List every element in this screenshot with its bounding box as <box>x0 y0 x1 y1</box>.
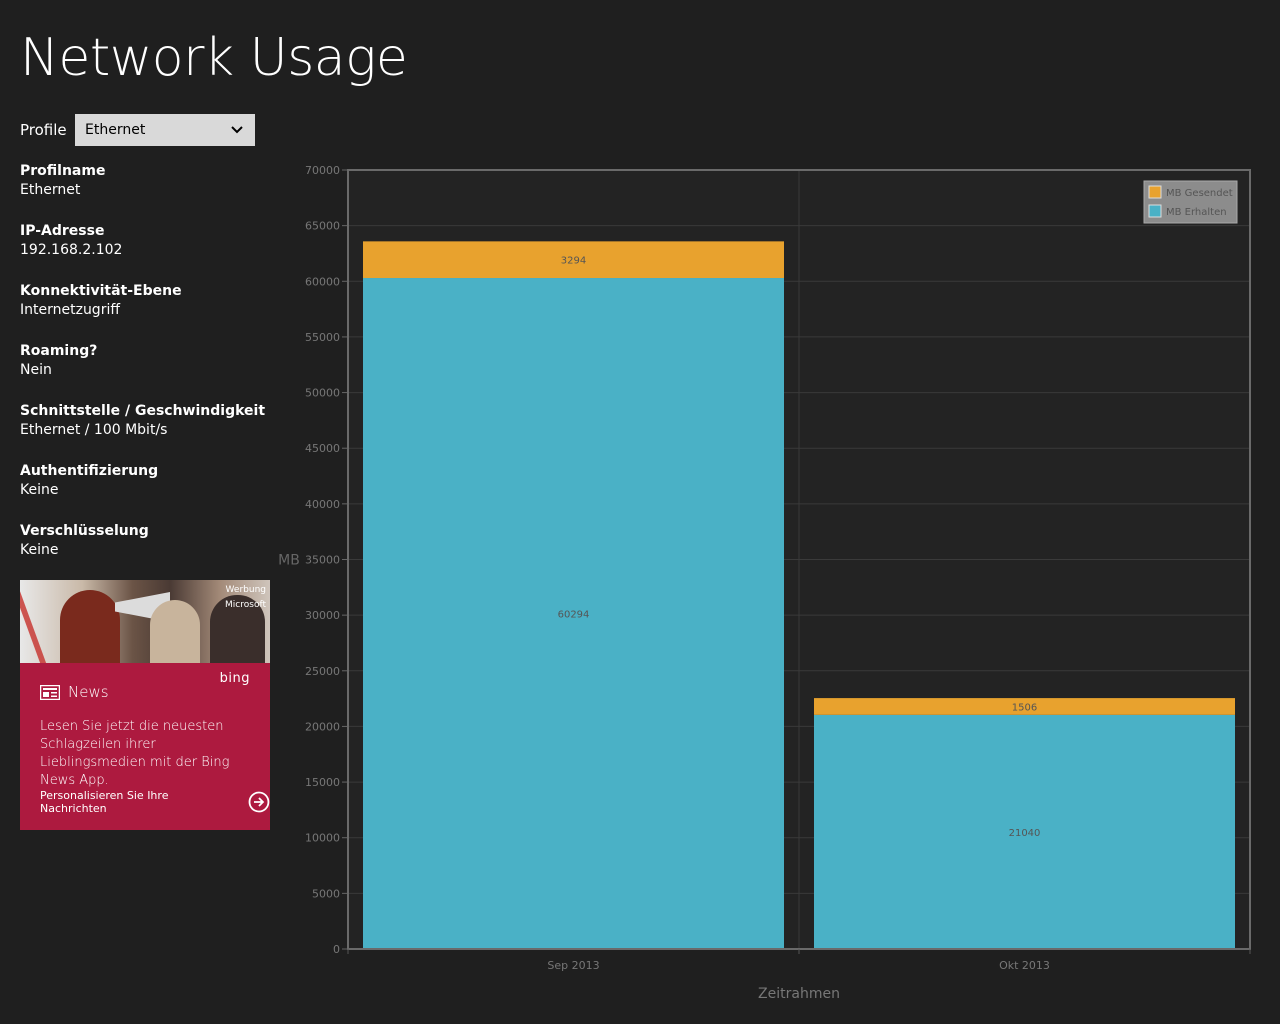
y-tick-label: 10000 <box>305 832 340 845</box>
info-label: Authentifizierung <box>20 463 159 479</box>
ad-text: Lesen Sie jetzt die neuesten Schlagzeile… <box>40 719 230 788</box>
ad-label: Werbung Microsoft <box>225 583 266 613</box>
info-value: Keine <box>20 482 59 498</box>
info-label: Konnektivität-Ebene <box>20 283 182 299</box>
ad-heading: News <box>40 683 109 701</box>
x-tick-label: Okt 2013 <box>999 959 1050 972</box>
y-axis-ticks: 0 5000 10000 15000 20000 25000 30000 35000 40000… <box>305 164 348 956</box>
ad-body: bing News Lesen Sie jetzt die neuesten S… <box>20 663 270 830</box>
info-value: 192.168.2.102 <box>20 242 123 258</box>
data-label: 1506 <box>1012 702 1037 713</box>
info-label: Profilname <box>20 163 106 179</box>
ad-cta[interactable]: Personalisieren Sie Ihre Nachrichten <box>40 789 270 815</box>
chart-bars: 60294 3294 21040 1506 <box>363 241 1235 949</box>
info-item-ip-address: IP-Adresse 192.168.2.102 <box>20 222 280 282</box>
y-axis-label: MB <box>278 553 300 569</box>
ad-cta-label: Personalisieren Sie Ihre Nachrichten <box>40 789 169 815</box>
bing-news-ad[interactable]: Werbung Microsoft bing News Lesen Sie je… <box>20 580 270 830</box>
y-tick-label: 65000 <box>305 220 340 233</box>
y-tick-label: 35000 <box>305 554 340 567</box>
chevron-down-icon <box>231 126 243 134</box>
info-item-authentication: Authentifizierung Keine <box>20 462 280 522</box>
profile-dropdown[interactable]: Ethernet <box>75 114 255 146</box>
y-tick-label: 5000 <box>312 887 340 900</box>
bar-segment <box>814 714 1235 949</box>
chart-legend: MB Gesendet MB Erhalten <box>1143 180 1238 224</box>
y-tick-label: 20000 <box>305 720 340 733</box>
y-tick-label: 50000 <box>305 387 340 400</box>
arrow-right-circle-icon[interactable] <box>248 791 270 813</box>
info-value: Keine <box>20 542 59 558</box>
profile-selector-row: Profile Ethernet <box>20 114 255 146</box>
y-tick-label: 45000 <box>305 442 340 455</box>
info-label: Schnittstelle / Geschwindigkeit <box>20 403 266 419</box>
y-tick-label: 40000 <box>305 498 340 511</box>
x-axis-ticks: Sep 2013 Okt 2013 <box>347 949 1251 972</box>
data-label: 21040 <box>1009 828 1041 839</box>
data-label: 60294 <box>558 610 590 621</box>
y-tick-label: 70000 <box>305 164 340 177</box>
bar-segment <box>363 241 784 279</box>
info-value: Nein <box>20 362 52 378</box>
y-tick-label: 0 <box>333 943 340 956</box>
ad-heading-text: News <box>68 683 109 701</box>
page-title: Network Usage <box>20 28 408 88</box>
x-tick-label: Sep 2013 <box>547 959 599 972</box>
info-item-roaming: Roaming? Nein <box>20 342 280 402</box>
profile-label: Profile <box>20 121 67 139</box>
info-label: Verschlüsselung <box>20 523 149 539</box>
x-axis-label: Zeitrahmen <box>758 986 840 1002</box>
info-item-connectivity: Konnektivität-Ebene Internetzugriff <box>20 282 280 342</box>
bar-segment <box>363 278 784 949</box>
ad-photo: Werbung Microsoft <box>20 580 270 663</box>
legend-label: MB Erhalten <box>1166 207 1227 218</box>
info-item-encryption: Verschlüsselung Keine <box>20 522 280 582</box>
info-value: Ethernet / 100 Mbit/s <box>20 422 168 438</box>
info-value: Ethernet <box>20 182 81 198</box>
profile-info-list: Profilname Ethernet IP-Adresse 192.168.2… <box>20 162 280 582</box>
network-usage-chart: 0 5000 10000 15000 20000 25000 30000 35000 40000… <box>278 164 1251 1002</box>
data-label: 3294 <box>561 256 586 267</box>
info-label: IP-Adresse <box>20 223 105 239</box>
info-item-interface-speed: Schnittstelle / Geschwindigkeit Ethernet… <box>20 402 280 462</box>
y-tick-label: 60000 <box>305 275 340 288</box>
y-tick-label: 15000 <box>305 776 340 789</box>
profile-dropdown-value: Ethernet <box>85 122 146 138</box>
bar-segment <box>814 698 1235 715</box>
legend-label: MB Gesendet <box>1166 188 1233 199</box>
y-tick-label: 25000 <box>305 665 340 678</box>
info-label: Roaming? <box>20 343 98 359</box>
y-tick-label: 55000 <box>305 331 340 344</box>
bing-logo: bing <box>219 671 250 686</box>
y-tick-label: 30000 <box>305 609 340 622</box>
ad-tag: Werbung <box>225 585 266 595</box>
info-value: Internetzugriff <box>20 302 120 318</box>
info-item-profilname: Profilname Ethernet <box>20 162 280 222</box>
legend-swatch <box>1148 185 1162 199</box>
news-icon <box>40 684 60 700</box>
legend-swatch <box>1148 204 1162 218</box>
ad-advertiser: Microsoft <box>225 600 266 610</box>
